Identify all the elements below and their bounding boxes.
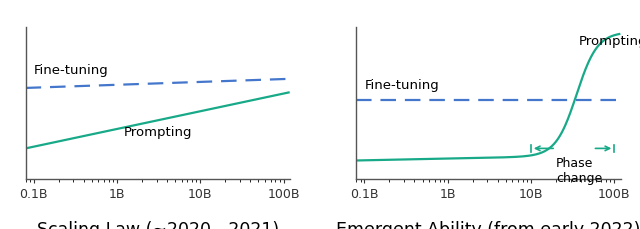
- Text: Fine-tuning: Fine-tuning: [34, 64, 108, 77]
- Text: Fine-tuning: Fine-tuning: [364, 79, 439, 93]
- Text: Prompting: Prompting: [579, 35, 640, 48]
- Text: Scaling Law (~2020 - 2021): Scaling Law (~2020 - 2021): [37, 221, 279, 229]
- Text: Prompting: Prompting: [124, 126, 192, 139]
- Text: Emergent Ability (from early 2022): Emergent Ability (from early 2022): [337, 221, 640, 229]
- Text: Phase
change: Phase change: [556, 157, 602, 185]
